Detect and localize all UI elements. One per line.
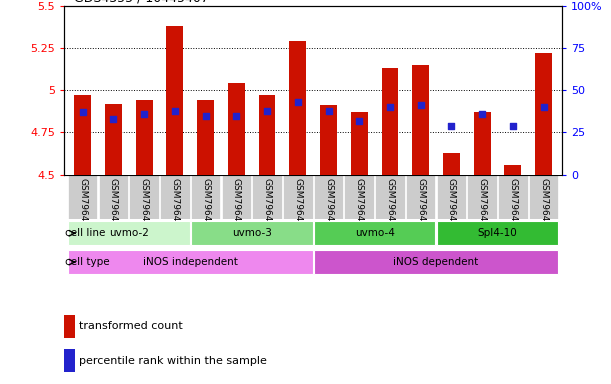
- Bar: [437, 175, 466, 219]
- Text: iNOS dependent: iNOS dependent: [393, 257, 478, 267]
- Text: GSM796428: GSM796428: [170, 178, 179, 233]
- Text: cell line: cell line: [65, 228, 106, 238]
- Bar: [64, 315, 75, 338]
- Bar: [228, 83, 245, 175]
- Bar: [130, 175, 159, 219]
- Point: [324, 108, 334, 114]
- Bar: [64, 349, 75, 372]
- Bar: [314, 221, 436, 245]
- Text: GSM796425: GSM796425: [78, 178, 87, 233]
- Text: GSM796431: GSM796431: [263, 178, 271, 233]
- Bar: [283, 175, 312, 219]
- Text: Spl4-10: Spl4-10: [478, 228, 518, 238]
- Bar: [467, 175, 497, 219]
- Point: [78, 109, 87, 115]
- Bar: [314, 250, 558, 274]
- Text: GSM796429: GSM796429: [201, 178, 210, 233]
- Text: GSM796430: GSM796430: [232, 178, 241, 233]
- Point: [139, 111, 149, 117]
- Text: GSM796417: GSM796417: [324, 178, 333, 233]
- Bar: [222, 175, 251, 219]
- Point: [262, 108, 272, 114]
- Bar: [320, 106, 337, 175]
- Point: [385, 104, 395, 110]
- Point: [200, 113, 210, 119]
- Bar: [98, 175, 128, 219]
- Text: percentile rank within the sample: percentile rank within the sample: [79, 356, 267, 366]
- Bar: [351, 112, 368, 175]
- Point: [416, 103, 426, 109]
- Text: GSM796432: GSM796432: [293, 178, 302, 233]
- Point: [447, 122, 456, 129]
- Text: GSM796419: GSM796419: [386, 178, 395, 233]
- Bar: [105, 104, 122, 175]
- Bar: [437, 221, 558, 245]
- Bar: [258, 95, 276, 175]
- Bar: [529, 175, 558, 219]
- Bar: [68, 175, 97, 219]
- Bar: [505, 165, 521, 175]
- Text: uvmo-2: uvmo-2: [109, 228, 148, 238]
- Bar: [191, 221, 312, 245]
- Bar: [191, 175, 221, 219]
- Bar: [345, 175, 374, 219]
- Text: GSM796422: GSM796422: [478, 178, 487, 233]
- Point: [477, 111, 487, 117]
- Bar: [535, 53, 552, 175]
- Text: uvmo-3: uvmo-3: [232, 228, 272, 238]
- Bar: [406, 175, 436, 219]
- Text: GSM796421: GSM796421: [447, 178, 456, 233]
- Bar: [498, 175, 528, 219]
- Bar: [166, 26, 183, 175]
- Bar: [314, 175, 343, 219]
- Bar: [160, 175, 189, 219]
- Bar: [197, 100, 214, 175]
- Bar: [68, 250, 312, 274]
- Text: GSM796424: GSM796424: [539, 178, 548, 233]
- Text: GSM796427: GSM796427: [139, 178, 148, 233]
- Point: [170, 108, 180, 114]
- Bar: [68, 221, 189, 245]
- Text: GSM796423: GSM796423: [508, 178, 518, 233]
- Point: [354, 118, 364, 124]
- Bar: [381, 68, 398, 175]
- Bar: [136, 100, 153, 175]
- Bar: [74, 95, 91, 175]
- Text: GDS4355 / 10445407: GDS4355 / 10445407: [74, 0, 209, 5]
- Point: [293, 99, 302, 105]
- Bar: [375, 175, 404, 219]
- Bar: [290, 41, 306, 175]
- Bar: [412, 65, 429, 175]
- Text: transformed count: transformed count: [79, 321, 183, 331]
- Text: cell type: cell type: [65, 257, 110, 267]
- Point: [508, 122, 518, 129]
- Point: [232, 113, 241, 119]
- Text: uvmo-4: uvmo-4: [354, 228, 395, 238]
- Bar: [443, 153, 460, 175]
- Text: GSM796420: GSM796420: [416, 178, 425, 233]
- Text: GSM796426: GSM796426: [109, 178, 118, 233]
- Text: GSM796418: GSM796418: [355, 178, 364, 233]
- Point: [539, 104, 549, 110]
- Text: iNOS independent: iNOS independent: [143, 257, 238, 267]
- Bar: [474, 112, 491, 175]
- Point: [108, 116, 118, 122]
- Bar: [252, 175, 282, 219]
